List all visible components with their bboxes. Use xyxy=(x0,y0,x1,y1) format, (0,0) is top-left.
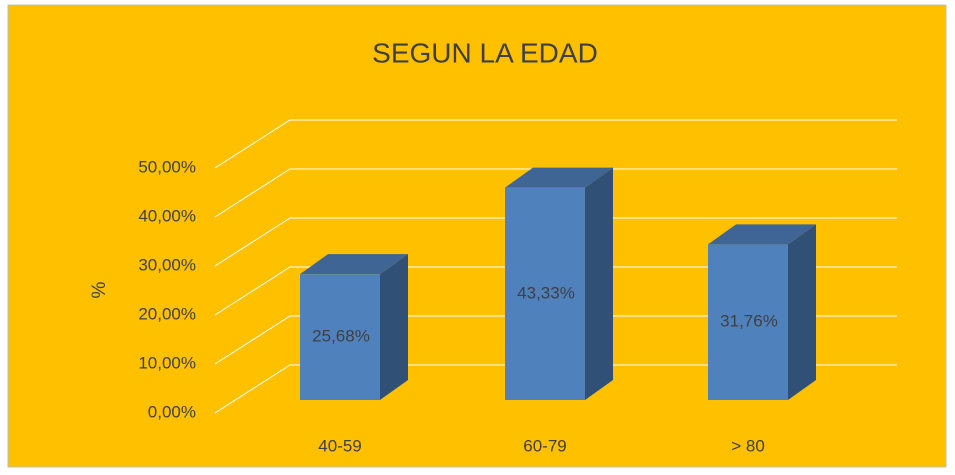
y-tick-label: 30,00% xyxy=(138,255,196,274)
grid-line xyxy=(214,168,897,218)
x-tick-label: > 80 xyxy=(731,436,765,455)
grid-line xyxy=(214,364,897,414)
bar-side xyxy=(380,254,408,400)
grid-line xyxy=(214,315,897,365)
chart-title: SEGUN LA EDAD xyxy=(372,37,598,68)
x-tick-label: 40-59 xyxy=(318,436,361,455)
data-label: 31,76% xyxy=(720,312,778,331)
bar-top xyxy=(708,224,816,245)
bar-top xyxy=(300,254,408,275)
bar-side xyxy=(788,224,816,400)
data-label: 43,33% xyxy=(517,283,575,302)
y-tick-label: 50,00% xyxy=(138,157,196,176)
y-tick-label: 40,00% xyxy=(138,206,196,225)
x-tick-label: 60-79 xyxy=(523,436,566,455)
y-tick-label: 20,00% xyxy=(138,304,196,323)
bar-top xyxy=(505,167,613,188)
y-tick-label: 10,00% xyxy=(138,353,196,372)
data-label: 25,68% xyxy=(312,327,370,346)
bar-side xyxy=(585,167,613,400)
grid-line xyxy=(214,266,897,316)
grid-line xyxy=(214,119,897,169)
y-axis-title: % xyxy=(89,281,110,298)
bar xyxy=(708,244,788,400)
grid-line xyxy=(214,217,897,267)
bar xyxy=(300,274,380,400)
bar xyxy=(505,187,585,400)
y-tick-label: 0,00% xyxy=(148,402,196,421)
